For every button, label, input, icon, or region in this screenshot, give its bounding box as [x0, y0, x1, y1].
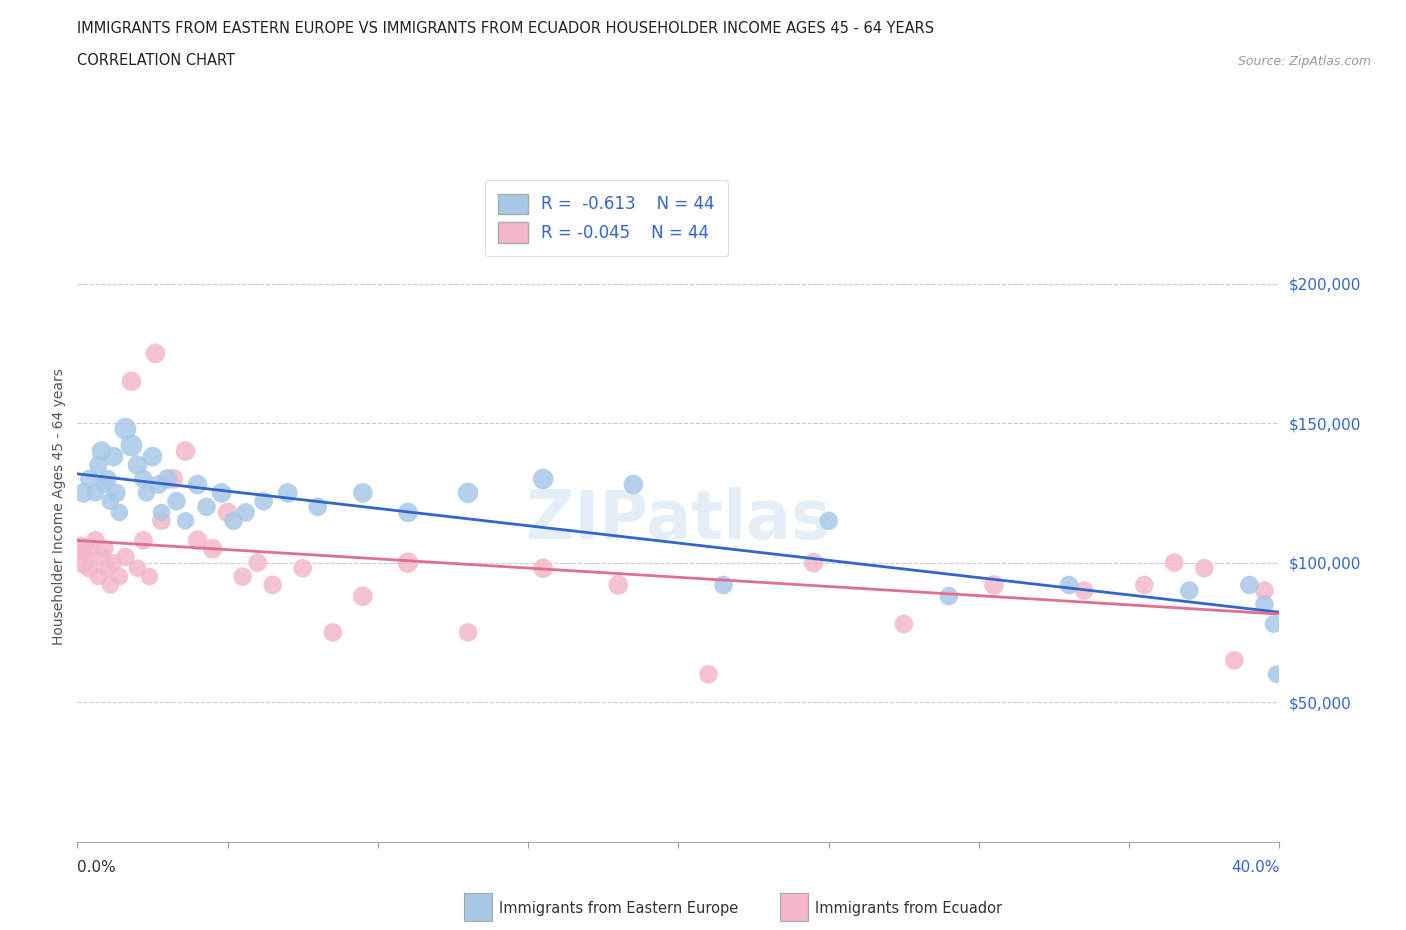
- Y-axis label: Householder Income Ages 45 - 64 years: Householder Income Ages 45 - 64 years: [52, 368, 66, 645]
- Point: [1263, 617, 1285, 631]
- Point: [396, 505, 419, 520]
- Point: [96, 472, 118, 486]
- Point: [713, 578, 735, 592]
- Text: Source: ZipAtlas.com: Source: ZipAtlas.com: [1237, 55, 1371, 68]
- Text: Immigrants from Eastern Europe: Immigrants from Eastern Europe: [499, 901, 738, 916]
- Point: [253, 494, 276, 509]
- Point: [138, 569, 160, 584]
- Point: [277, 485, 299, 500]
- Point: [1057, 578, 1080, 592]
- Point: [938, 589, 960, 604]
- Point: [1073, 583, 1095, 598]
- Point: [72, 555, 94, 570]
- Point: [186, 477, 209, 492]
- Point: [84, 485, 107, 500]
- Point: [90, 444, 112, 458]
- Point: [1133, 578, 1156, 592]
- Point: [1178, 583, 1201, 598]
- Text: 40.0%: 40.0%: [1232, 860, 1279, 875]
- Point: [322, 625, 344, 640]
- Point: [697, 667, 720, 682]
- Point: [79, 561, 101, 576]
- Point: [1163, 555, 1185, 570]
- Point: [817, 513, 839, 528]
- Point: [195, 499, 218, 514]
- Point: [120, 374, 142, 389]
- Point: [396, 555, 419, 570]
- Legend: R =  -0.613    N = 44, R = -0.045    N = 44: R = -0.613 N = 44, R = -0.045 N = 44: [485, 180, 728, 256]
- Text: IMMIGRANTS FROM EASTERN EUROPE VS IMMIGRANTS FROM ECUADOR HOUSEHOLDER INCOME AGE: IMMIGRANTS FROM EASTERN EUROPE VS IMMIGR…: [77, 20, 935, 35]
- Point: [93, 541, 115, 556]
- Point: [457, 485, 479, 500]
- Point: [145, 346, 167, 361]
- Point: [457, 625, 479, 640]
- Point: [114, 421, 136, 436]
- Point: [69, 541, 91, 556]
- Point: [96, 561, 118, 576]
- Point: [174, 513, 197, 528]
- Point: [87, 569, 110, 584]
- Point: [108, 505, 131, 520]
- Point: [235, 505, 257, 520]
- Point: [135, 485, 157, 500]
- Point: [1223, 653, 1246, 668]
- Point: [100, 494, 122, 509]
- Point: [105, 485, 128, 500]
- Point: [1253, 597, 1275, 612]
- Point: [307, 499, 329, 514]
- Point: [262, 578, 284, 592]
- Point: [531, 561, 554, 576]
- Point: [87, 458, 110, 472]
- Point: [75, 541, 97, 556]
- Point: [100, 578, 122, 592]
- Point: [148, 477, 170, 492]
- Point: [222, 513, 245, 528]
- Point: [1194, 561, 1216, 576]
- Point: [1253, 583, 1275, 598]
- Point: [141, 449, 163, 464]
- Point: [621, 477, 644, 492]
- Point: [607, 578, 630, 592]
- Text: 0.0%: 0.0%: [77, 860, 117, 875]
- Point: [93, 477, 115, 492]
- Point: [150, 505, 173, 520]
- Point: [90, 550, 112, 565]
- Point: [79, 472, 101, 486]
- Point: [162, 472, 184, 486]
- Point: [84, 533, 107, 548]
- Point: [291, 561, 314, 576]
- Point: [174, 444, 197, 458]
- Point: [217, 505, 239, 520]
- Text: ZIPatlas: ZIPatlas: [526, 487, 831, 553]
- Point: [201, 541, 224, 556]
- Point: [103, 555, 125, 570]
- Point: [1265, 667, 1288, 682]
- Point: [893, 617, 915, 631]
- Point: [352, 485, 374, 500]
- Point: [211, 485, 233, 500]
- Point: [127, 561, 149, 576]
- Point: [150, 513, 173, 528]
- Point: [166, 494, 188, 509]
- Point: [1239, 578, 1261, 592]
- Point: [132, 533, 155, 548]
- Text: Immigrants from Ecuador: Immigrants from Ecuador: [815, 901, 1002, 916]
- Text: CORRELATION CHART: CORRELATION CHART: [77, 53, 235, 68]
- Point: [352, 589, 374, 604]
- Point: [983, 578, 1005, 592]
- Point: [156, 472, 179, 486]
- Point: [186, 533, 209, 548]
- Point: [531, 472, 554, 486]
- Point: [232, 569, 254, 584]
- Point: [120, 438, 142, 453]
- Point: [127, 458, 149, 472]
- Point: [114, 550, 136, 565]
- Point: [132, 472, 155, 486]
- Point: [103, 449, 125, 464]
- Point: [72, 485, 94, 500]
- Point: [803, 555, 825, 570]
- Point: [246, 555, 269, 570]
- Point: [108, 569, 131, 584]
